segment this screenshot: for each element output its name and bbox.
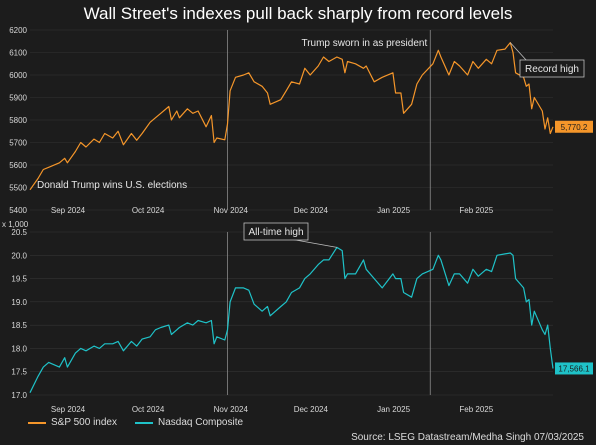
- sp500-y-tick-label: 5600: [9, 161, 27, 170]
- sp500-last-value-box: [555, 120, 593, 133]
- nasdaq-panel: 17.0 17.5 18.0 18.5 19.0 19.5 20.0 20.5 Sep 2024…: [2, 220, 593, 414]
- nasdaq-x-tick-label: Feb 2025: [459, 405, 493, 414]
- chart-legend: S&P 500 index Nasdaq Composite: [28, 417, 243, 428]
- nasdaq-last-value-label: 17,566.1: [558, 364, 590, 373]
- nasdaq-y-tick-label: 18.5: [11, 321, 27, 330]
- nasdaq-x-tick-label: Nov 2024: [214, 405, 249, 414]
- nasdaq-y-tick-label: 19.0: [11, 298, 27, 307]
- record-high-leader: [510, 42, 528, 62]
- chart-title: Wall Street's indexes pull back sharply …: [83, 4, 513, 23]
- sp500-y-tick-label: 5700: [9, 139, 27, 148]
- legend-label-sp500: S&P 500 index: [51, 417, 117, 428]
- nasdaq-y-tick-label: 19.5: [11, 275, 27, 284]
- sp500-last-value-label: 5,770.2: [561, 123, 588, 132]
- sp500-y-tick-label: 6200: [9, 26, 27, 35]
- annotation-record-high: Record high: [525, 64, 579, 75]
- annotation-election: Donald Trump wins U.S. elections: [37, 180, 187, 191]
- all-time-high-box: [243, 222, 309, 241]
- nasdaq-x-tick-label: Dec 2024: [294, 405, 329, 414]
- sp500-x-tick-label: Jan 2025: [377, 206, 410, 215]
- legend-item-sp500: S&P 500 index: [28, 417, 117, 428]
- nasdaq-series-line: [29, 246, 554, 393]
- sp500-y-tick-label: 6100: [9, 49, 27, 58]
- legend-label-nasdaq: Nasdaq Composite: [157, 417, 244, 428]
- nasdaq-y-tick-label: 17.5: [11, 368, 27, 377]
- sp500-x-tick-label: Nov 2024: [214, 206, 249, 215]
- annotation-inauguration: Trump sworn in as president: [301, 38, 427, 49]
- sp500-y-tick-label: 5800: [9, 116, 27, 125]
- nasdaq-y-tick-label: 20.5: [11, 228, 27, 237]
- legend-swatch-nasdaq: [134, 421, 153, 424]
- sp500-y-tick-label: 5900: [9, 94, 27, 103]
- record-high-box: [519, 59, 585, 78]
- sp500-y-tick-label: 6000: [9, 71, 27, 80]
- source-note: Source: LSEG Datastream/Medha Singh 07/0…: [351, 432, 584, 443]
- sp500-y-tick-label: 5400: [9, 206, 27, 215]
- nasdaq-y-tick-label: 17.0: [11, 391, 27, 400]
- nasdaq-x-tick-label: Jan 2025: [377, 405, 410, 414]
- nasdaq-y-tick-label: 18.0: [11, 344, 27, 353]
- nasdaq-x-tick-label: Sep 2024: [51, 405, 86, 414]
- legend-swatch-sp500: [28, 421, 46, 424]
- nasdaq-y-tick-label: 20.0: [11, 251, 27, 260]
- nasdaq-y-unit-label: x 1,000: [2, 220, 29, 229]
- sp500-x-tick-label: Sep 2024: [51, 206, 86, 215]
- annotation-all-time-high: All-time high: [248, 227, 303, 238]
- sp500-x-tick-label: Oct 2024: [132, 206, 165, 215]
- sp500-panel: 5400 5500 5600 5700 5800 5900 6000 6100 6200 Sep …: [9, 26, 593, 215]
- sp500-y-tick-label: 5500: [9, 184, 27, 193]
- nasdaq-x-tick-label: Oct 2024: [132, 405, 165, 414]
- sp500-x-tick-label: Feb 2025: [459, 206, 493, 215]
- nasdaq-last-value-box: [555, 362, 593, 375]
- sp500-x-tick-label: Dec 2024: [294, 206, 329, 215]
- sp500-series-line: [29, 41, 554, 191]
- legend-item-nasdaq: Nasdaq Composite: [134, 417, 244, 428]
